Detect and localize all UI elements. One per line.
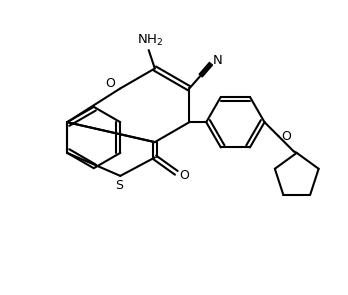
- Text: NH$_2$: NH$_2$: [137, 33, 164, 48]
- Text: S: S: [115, 179, 123, 192]
- Text: N: N: [213, 54, 223, 67]
- Text: O: O: [105, 77, 115, 90]
- Text: O: O: [179, 169, 189, 182]
- Text: O: O: [281, 130, 291, 143]
